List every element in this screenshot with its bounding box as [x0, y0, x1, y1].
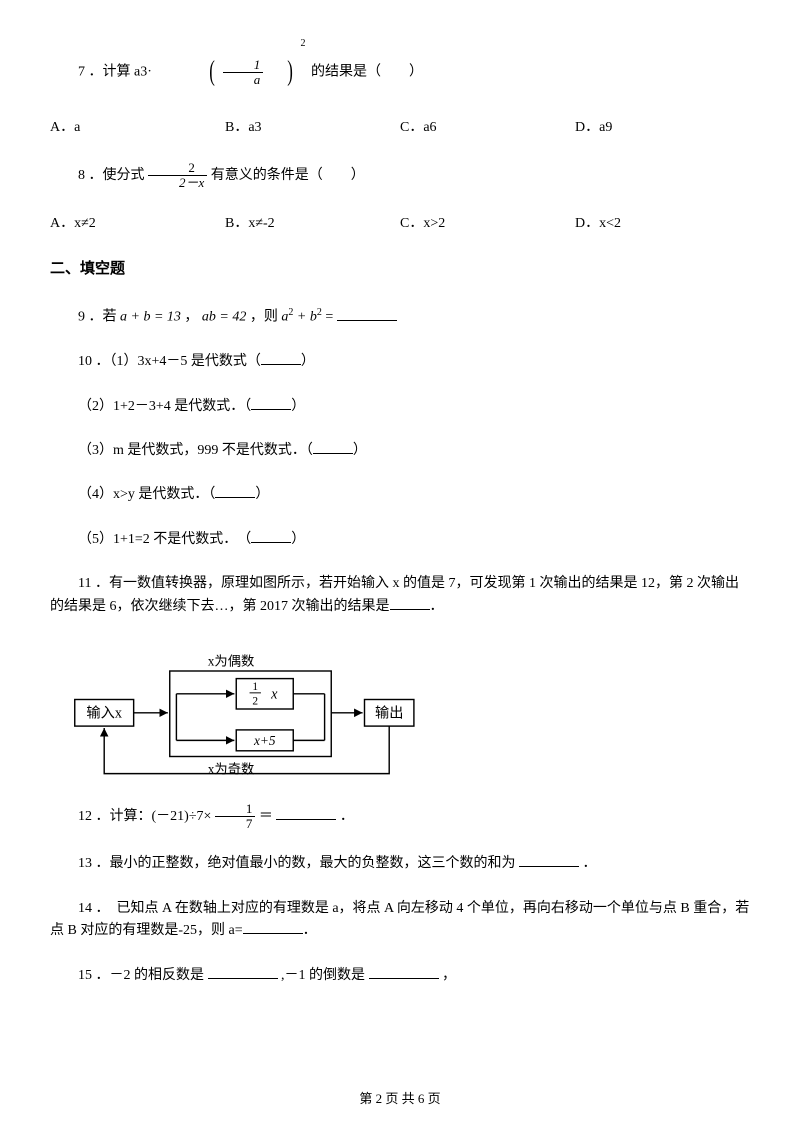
q9-p2: ，: [184, 310, 198, 325]
question-15: 15 ．－2 的相反数是 ,－1 的倒数是 ，: [50, 965, 750, 987]
question-13: 13 ．最小的正整数，绝对值最小的数，最大的负整数，这三个数的和为 ．: [50, 853, 750, 875]
q8-prefix: 8 ．使分式: [78, 168, 145, 183]
q7-prefix: 7 ．计算 a3·: [78, 65, 152, 80]
question-11: 11 ．有一数值转换器，原理如图所示，若开始输入 x 的值是 7，可发现第 1 …: [50, 573, 750, 618]
page-footer: 第 2 页 共 6 页: [0, 1089, 800, 1110]
q7-opt-c[interactable]: C．a6: [400, 117, 575, 139]
q12-num: 1: [215, 802, 256, 816]
q9-e2: ab = 42: [202, 310, 246, 325]
q13-blank[interactable]: [519, 853, 579, 867]
question-8: 8 ．使分式 2 2－x 有意义的条件是（ ）: [50, 161, 750, 191]
q7-frac-den: a: [223, 72, 264, 87]
flow-top-var: x: [270, 687, 278, 703]
q12-p2: ＝: [259, 809, 273, 824]
q12-fraction: 1 7: [215, 802, 256, 832]
question-12: 12 ．计算：(－21)÷7× 1 7 ＝ ．: [50, 802, 750, 832]
q11-blank[interactable]: [390, 596, 430, 610]
q10-blank2[interactable]: [251, 396, 291, 410]
flow-even-label: x为偶数: [208, 653, 255, 668]
q7-fraction-paren: ( 1 a )2: [157, 50, 305, 95]
q10-line3: （3）m 是代数式，999 不是代数式．（）: [50, 440, 750, 462]
q14-text: 14 ． 已知点 A 在数轴上对应的有理数是 a，将点 A 向左移动 4 个单位…: [50, 901, 749, 938]
q12-blank[interactable]: [276, 806, 336, 820]
q10-blank5[interactable]: [251, 529, 291, 543]
q10-blank4[interactable]: [215, 484, 255, 498]
q8-opt-d[interactable]: D．x<2: [575, 213, 750, 235]
q10-line1: 10 ．（1）3x+4－5 是代数式（）: [50, 351, 750, 373]
q10-line2: （2）1+2－3+4 是代数式．（）: [50, 396, 750, 418]
q7-opt-a[interactable]: A．a: [50, 117, 225, 139]
q8-opt-b[interactable]: B．x≠-2: [225, 213, 400, 235]
q8-opt-a[interactable]: A．x≠2: [50, 213, 225, 235]
q10-blank3[interactable]: [313, 440, 353, 454]
q14-tail: ．: [303, 923, 317, 938]
q9-e1: a + b = 13: [120, 310, 181, 325]
question-14: 14 ． 已知点 A 在数轴上对应的有理数是 a，将点 A 向左移动 4 个单位…: [50, 898, 750, 943]
q7-opt-d[interactable]: D．a9: [575, 117, 750, 139]
q13-text: 13 ．最小的正整数，绝对值最小的数，最大的负整数，这三个数的和为: [78, 856, 516, 871]
q7-options: A．a B．a3 C．a6 D．a9: [50, 117, 750, 139]
q8-opt-c[interactable]: C．x>2: [400, 213, 575, 235]
section-2-heading: 二、填空题: [50, 257, 750, 281]
q12-p1: 12 ．计算：(－21)÷7×: [78, 809, 211, 824]
q8-suffix: 有意义的条件是（ ）: [211, 168, 365, 183]
q15-p2: ,－1 的倒数是: [281, 968, 365, 983]
q9-p1: 9 ．若: [78, 310, 117, 325]
q10-line4: （4）x>y 是代数式．（）: [50, 484, 750, 506]
q8-frac-num: 2: [157, 161, 198, 175]
q14-blank[interactable]: [243, 920, 303, 934]
flow-top-num: 1: [252, 681, 258, 693]
q7-suffix: 的结果是（ ）: [311, 65, 423, 80]
q15-p1: 15 ．－2 的相反数是: [78, 968, 204, 983]
q13-tail: ．: [583, 856, 597, 871]
q15-blank2[interactable]: [369, 965, 439, 979]
flow-top-den: 2: [252, 695, 258, 707]
q7-frac-num: 1: [223, 58, 264, 72]
flow-input: 输入x: [86, 705, 122, 722]
question-9: 9 ．若 a + b = 13 ， ab = 42 ，则 a2 + b2 =: [50, 305, 750, 329]
q8-options: A．x≠2 B．x≠-2 C．x>2 D．x<2: [50, 213, 750, 235]
flow-bottom: x+5: [253, 733, 276, 748]
q12-den: 7: [215, 816, 256, 831]
q11-flowchart: 输入x 1 2 x x+5 x为偶数 x为奇数 输出: [70, 652, 450, 776]
q9-e3b: b: [310, 310, 317, 325]
q10-line5: （5）1+1=2 不是代数式． （）: [50, 529, 750, 551]
q9-eq: =: [325, 310, 333, 325]
q9-blank[interactable]: [337, 307, 397, 321]
q9-p3: ，则: [250, 310, 278, 325]
q12-tail: ．: [340, 809, 354, 824]
q15-p3: ，: [442, 968, 456, 983]
q8-frac-den: 2－x: [148, 175, 207, 190]
flow-output: 输出: [375, 705, 404, 722]
q8-fraction: 2 2－x: [148, 161, 207, 191]
q7-opt-b[interactable]: B．a3: [225, 117, 400, 139]
q15-blank1[interactable]: [208, 965, 278, 979]
question-7: 7 ．计算 a3· ( 1 a )2 的结果是（ ）: [50, 50, 750, 95]
q7-exponent: 2: [301, 38, 306, 49]
q10-blank1[interactable]: [261, 351, 301, 365]
